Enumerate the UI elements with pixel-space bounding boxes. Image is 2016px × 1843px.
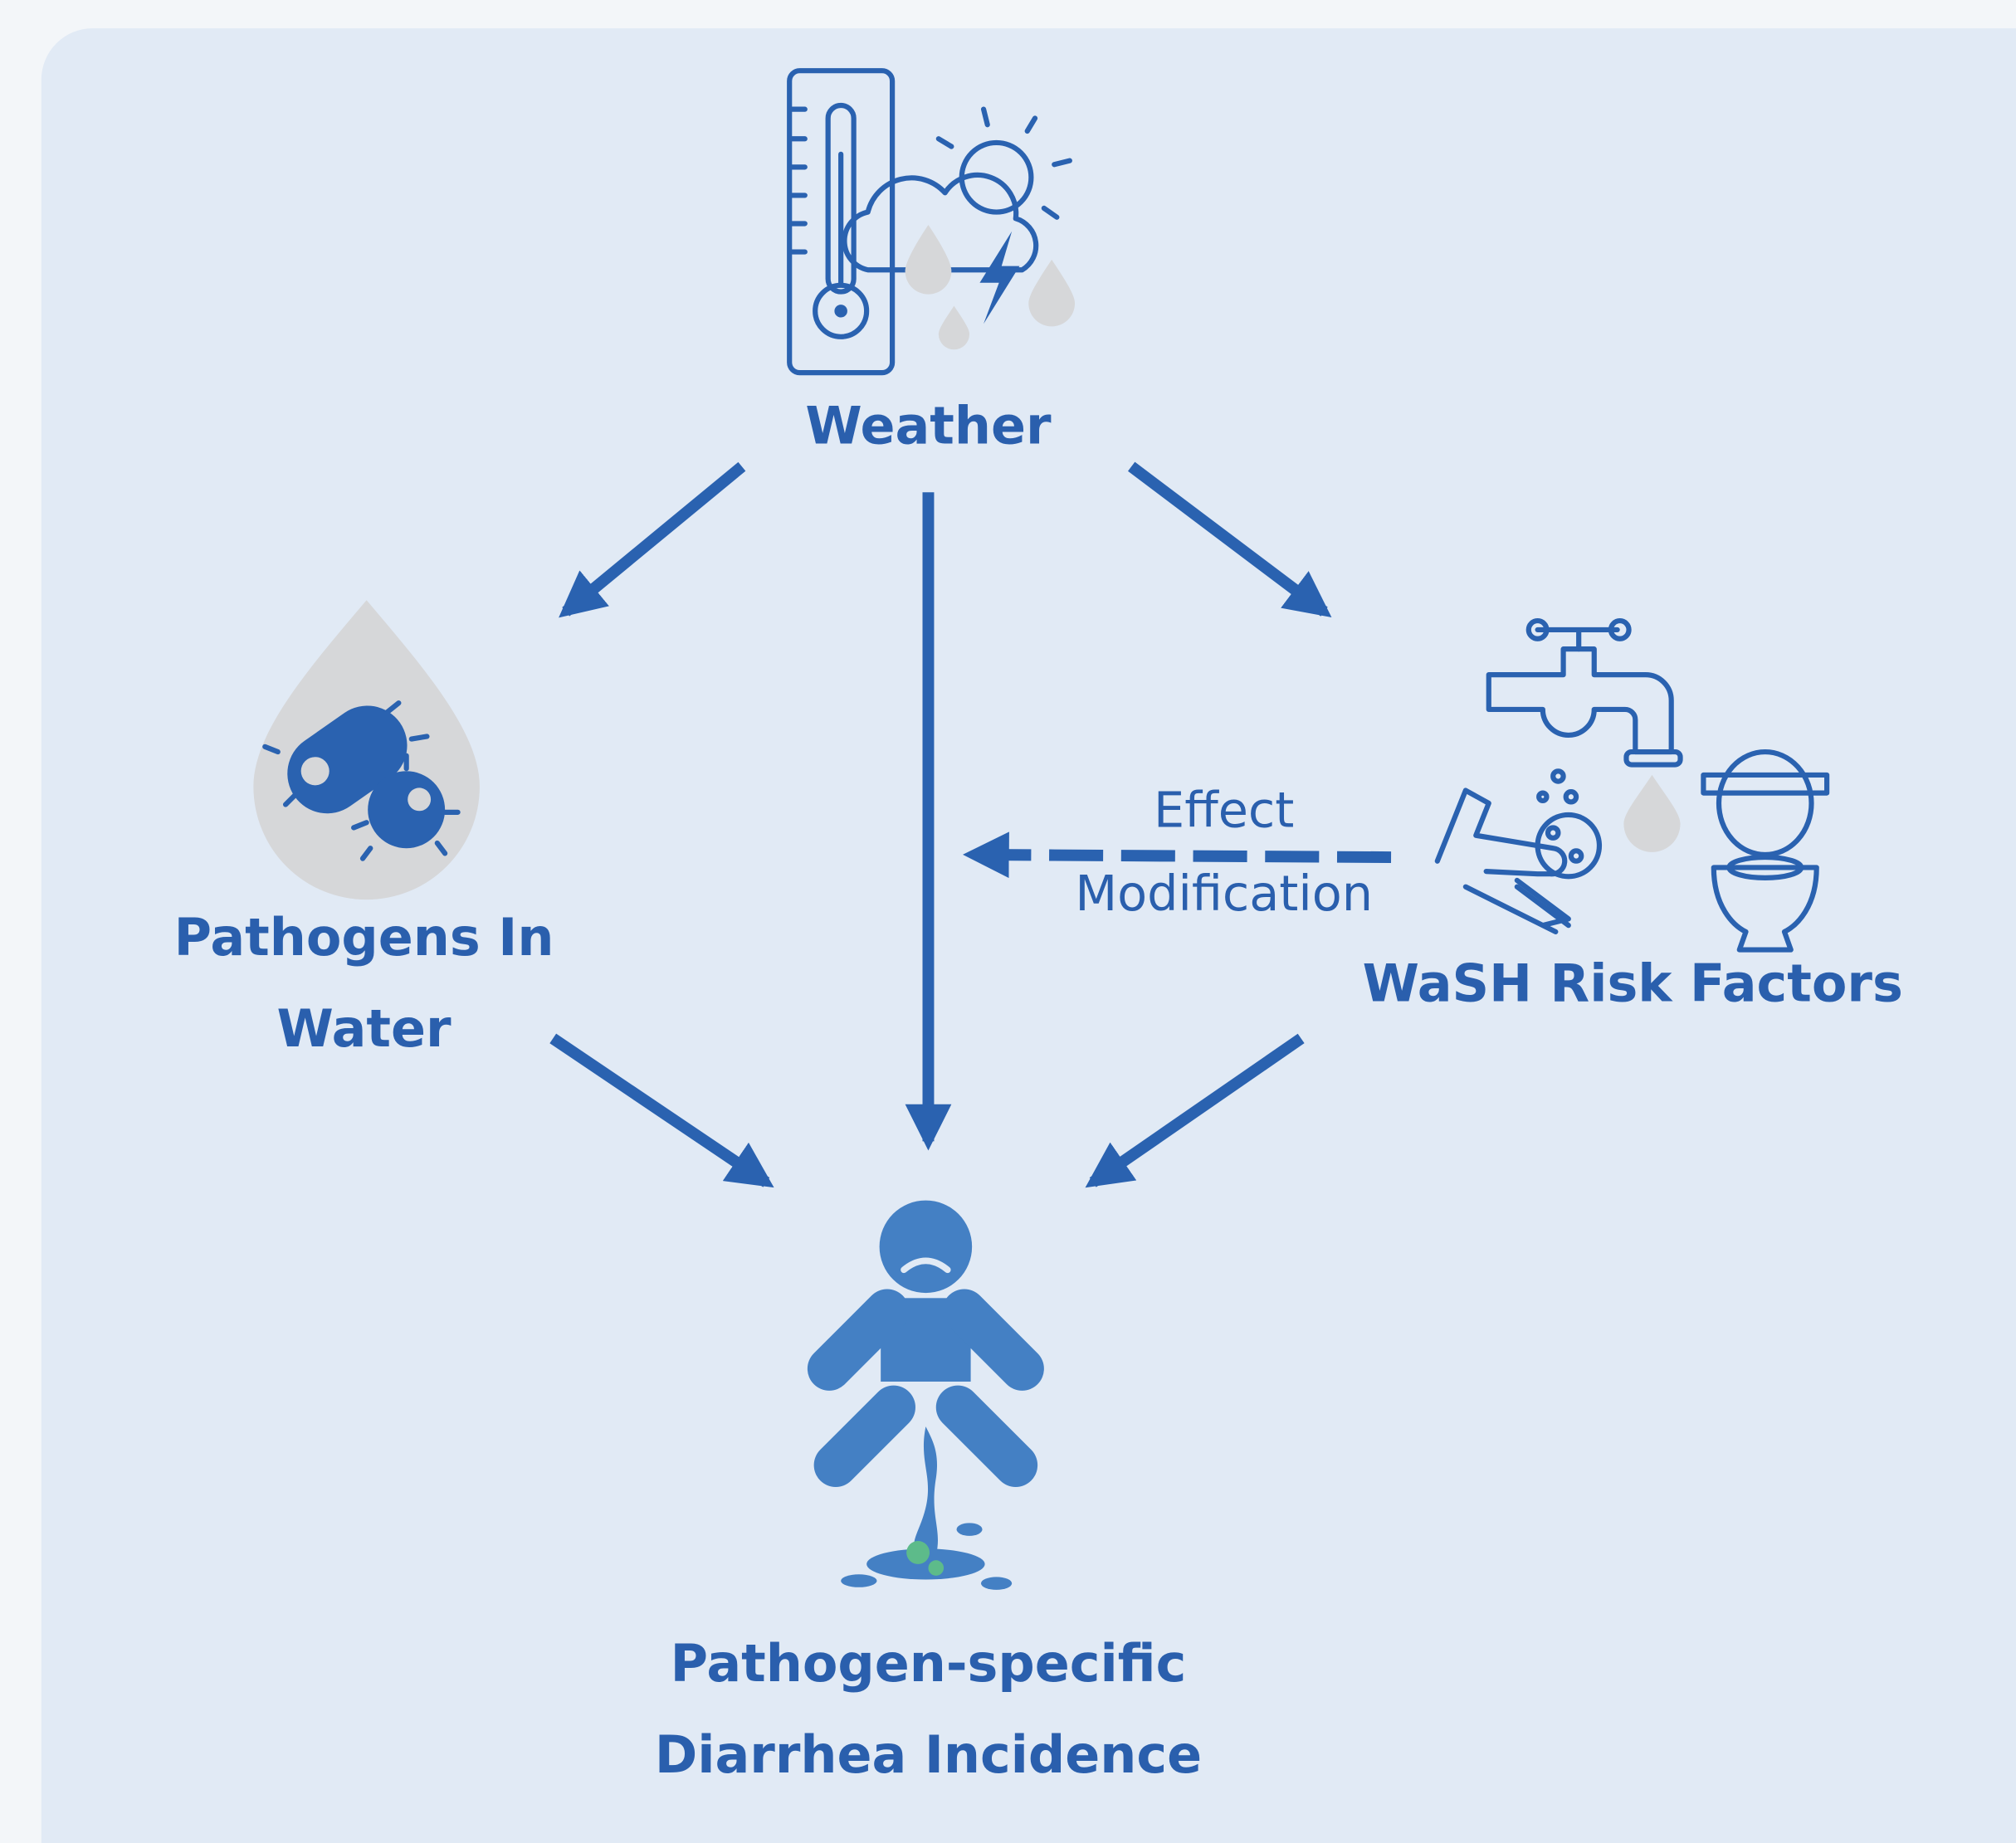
diagram: Weather Pathogens In Water WaSH Risk Fac… [0, 0, 2016, 1843]
weather-icon-part [834, 305, 847, 317]
node-label: Pathogen-specific [671, 1633, 1187, 1694]
edge-label: Effect [1154, 782, 1294, 839]
node-label: Weather [805, 395, 1052, 456]
node-label: Diarrhea Incidence [655, 1724, 1202, 1785]
person-icon-part [841, 1574, 876, 1587]
person-icon-part [928, 1560, 944, 1576]
person-icon-part [957, 1523, 983, 1535]
person-icon-part [906, 1541, 930, 1564]
person-icon-part [981, 1577, 1012, 1589]
node-label: Water [277, 998, 452, 1059]
person-icon-part [880, 1201, 973, 1294]
edge-label: Modification [1075, 865, 1373, 922]
pathogens-icon-part [301, 757, 329, 785]
node-label: Pathogens In [174, 907, 554, 968]
pathogens-icon-part [408, 787, 431, 811]
node-label: WaSH Risk Factors [1363, 953, 1903, 1014]
page: {"nodes": [ {"label": ["Weather"]}, {"la… [0, 0, 2016, 1843]
pathogens-icon-part [368, 771, 445, 848]
